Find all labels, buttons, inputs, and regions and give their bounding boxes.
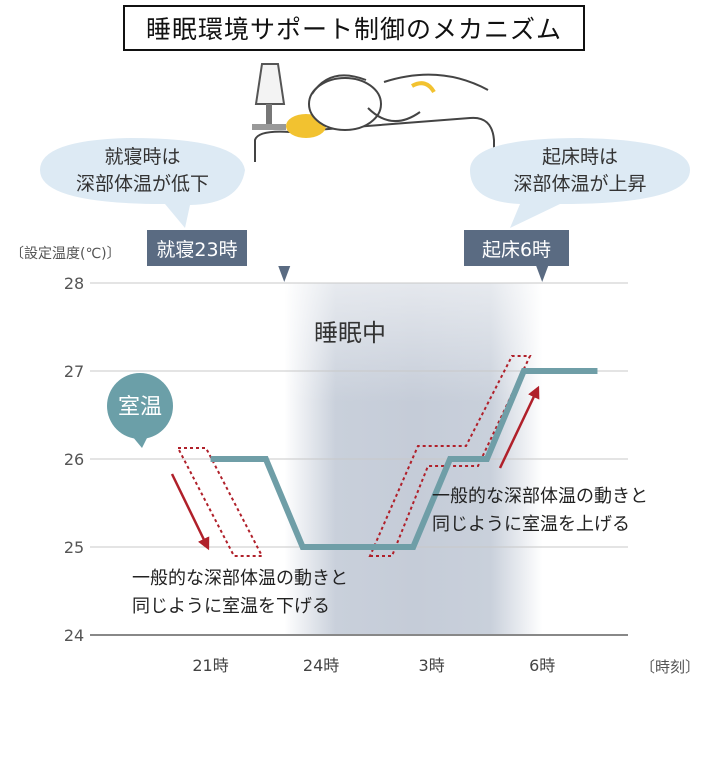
y-tick-label-24: 24 (64, 626, 84, 645)
wake-badge: 起床6時 (464, 230, 569, 266)
y-axis-label: 〔設定温度(℃)〕 (10, 246, 121, 262)
y-tick-label-27: 27 (64, 362, 84, 381)
x-tick-label: 24時 (303, 656, 339, 675)
wake-bubble-line2: 深部体温が上昇 (513, 173, 647, 195)
chart-title: 睡眠環境サポート制御のメカニズム (123, 5, 585, 51)
bed-frame-icon (254, 116, 495, 162)
lamp-shade-icon (254, 63, 286, 105)
y-tick-label-25: 25 (64, 538, 84, 557)
wake-badge-pointer (536, 266, 549, 282)
x-tick-label: 6時 (529, 656, 555, 675)
room-label-pointer (132, 436, 148, 448)
room-label: 室温 (118, 395, 162, 420)
cooldown-annotation-line1: 一般的な深部体温の動きと (132, 568, 348, 589)
bedtime-bubble-text: 就寝時は 深部体温が低下 (40, 144, 245, 198)
cooldown-annotation-line2: 同じように室温を下げる (132, 596, 330, 617)
bedtime-badge: 就寝23時 (147, 230, 247, 266)
x-axis-label: 〔時刻〕 (640, 658, 701, 676)
sleep-label: 睡眠中 (314, 319, 386, 347)
lamp-base-icon (252, 124, 286, 130)
blanket-icon (383, 73, 489, 91)
head-icon (308, 77, 382, 131)
warmup-highlight (368, 355, 532, 557)
warmup-arrow (498, 385, 540, 469)
wake-bubble-line1: 起床時は (541, 146, 618, 168)
room-temperature-line (210, 368, 598, 550)
blanket-accent-icon (411, 81, 436, 94)
wake-bubble (470, 138, 690, 228)
x-tick-label: 21時 (192, 656, 228, 675)
cooldown-highlight (176, 447, 264, 557)
cooldown-arrow (170, 473, 210, 551)
arm-icon (367, 107, 421, 122)
y-tick-label-26: 26 (64, 450, 84, 469)
y-tick-label-28: 28 (64, 274, 84, 293)
bedtime-bubble-line2: 深部体温が低下 (75, 173, 209, 195)
hair-icon (311, 74, 367, 95)
room-label-bubble (107, 373, 173, 439)
warmup-annotation-line1: 一般的な深部体温の動きと (432, 486, 648, 507)
lamp-stand-icon (266, 104, 272, 124)
wake-bubble-text: 起床時は 深部体温が上昇 (470, 144, 690, 198)
bedtime-bubble-line1: 就寝時は (104, 146, 181, 168)
sleeping-person-illustration (252, 63, 495, 162)
bedtime-badge-pointer (278, 266, 291, 282)
warmup-annotation-line2: 同じように室温を上げる (432, 514, 630, 535)
x-tick-label: 3時 (419, 656, 445, 675)
bedtime-bubble (40, 138, 245, 228)
